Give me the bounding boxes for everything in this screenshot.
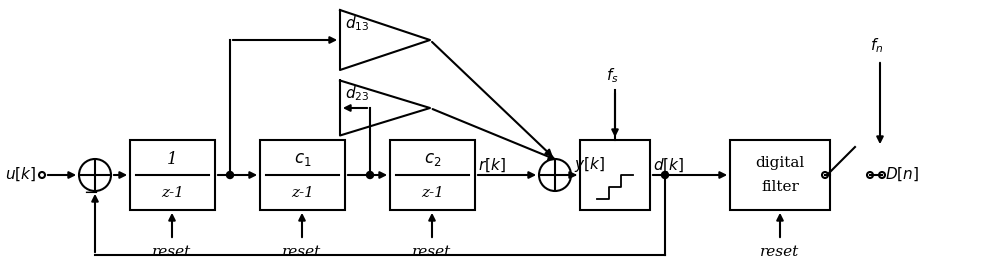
Text: reset: reset (760, 245, 800, 259)
Text: digital: digital (755, 156, 805, 170)
Text: $d[k]$: $d[k]$ (653, 156, 684, 174)
Bar (260, 140, 345, 210)
Text: −: − (83, 184, 99, 202)
Bar (730, 140, 830, 210)
Text: $c_1$: $c_1$ (294, 151, 311, 167)
Bar (130, 140, 215, 210)
Text: $D[n]$: $D[n]$ (885, 165, 919, 183)
Circle shape (662, 171, 668, 179)
Text: reset: reset (152, 245, 192, 259)
Text: 1: 1 (167, 151, 178, 167)
Text: $r[k]$: $r[k]$ (478, 156, 506, 174)
Circle shape (226, 171, 234, 179)
Text: filter: filter (761, 180, 799, 194)
Text: z-1: z-1 (291, 186, 314, 200)
Bar (390, 140, 475, 210)
Text: z-1: z-1 (421, 186, 444, 200)
Text: reset: reset (412, 245, 452, 259)
Text: $f_s$: $f_s$ (606, 66, 618, 85)
Text: reset: reset (282, 245, 322, 259)
Text: $f_n$: $f_n$ (870, 36, 884, 55)
Text: $y[k]$: $y[k]$ (574, 155, 605, 174)
Text: $u[k]$: $u[k]$ (5, 165, 36, 183)
Bar (580, 140, 650, 210)
Circle shape (366, 171, 374, 179)
Text: z-1: z-1 (161, 186, 184, 200)
Text: $\mathit{d_{23}}$: $\mathit{d_{23}}$ (345, 85, 369, 103)
Text: $c_2$: $c_2$ (424, 151, 441, 167)
Text: $\mathit{d_{13}}$: $\mathit{d_{13}}$ (345, 14, 369, 33)
